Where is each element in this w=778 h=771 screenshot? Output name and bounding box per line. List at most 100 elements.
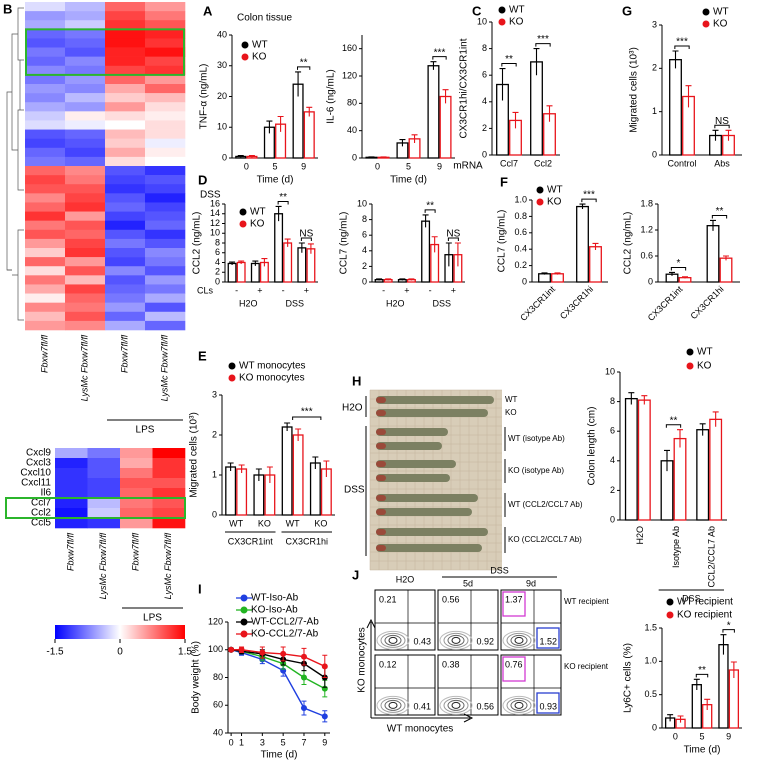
legend-marker <box>241 41 249 49</box>
error-bar <box>430 61 437 70</box>
heatmap-cell <box>65 266 106 276</box>
error-bar <box>641 395 648 405</box>
x-tick-label: 0 <box>244 161 249 171</box>
bar <box>538 273 551 283</box>
heatmap-cell <box>105 74 146 85</box>
colon-end <box>376 475 386 481</box>
colon-end <box>376 509 386 515</box>
x-tick-label: 0 <box>673 731 678 741</box>
contour <box>443 697 469 713</box>
panel-letter: I <box>198 581 202 596</box>
legend-marker <box>228 374 236 382</box>
heatmap-cell <box>152 448 186 459</box>
heatmap-cell <box>145 257 186 267</box>
y-tick-label: 1.0 <box>644 656 657 666</box>
y-tick-label: 10 <box>210 228 220 238</box>
heatmap-cell <box>87 488 121 499</box>
significance-label: NS <box>299 229 313 240</box>
heatmap-cell <box>145 248 186 258</box>
y-tick-label: 0.4 <box>514 244 527 254</box>
heatmap-cell <box>120 518 153 529</box>
significance-bracket <box>292 416 322 420</box>
heatmap-cell <box>152 508 186 519</box>
heatmap-cell <box>25 111 66 121</box>
significance-label: *** <box>537 34 549 45</box>
heatmap-cell <box>25 220 66 231</box>
colorbar <box>55 625 185 639</box>
colorbar-tick-label: 0 <box>117 647 123 658</box>
heatmap-cell <box>105 320 146 331</box>
y-tick-label: 0 <box>648 276 653 286</box>
error-bar <box>266 466 273 483</box>
heatmap-cell <box>25 147 66 158</box>
quadrant-value: 0.38 <box>442 659 460 669</box>
heatmap-cell <box>65 120 106 130</box>
y-tick-label: 0 <box>652 149 657 159</box>
legend-label: KO-CCL2/7-Ab <box>251 629 319 640</box>
heatmap-cell <box>145 302 186 313</box>
column-label: Fbxw7fl/fl <box>131 532 141 571</box>
heatmap-cell <box>120 508 153 519</box>
heatmap-cell <box>105 20 146 30</box>
error-bar <box>275 205 282 222</box>
group-label: H2O <box>239 298 258 308</box>
column-label: LysMc Fbxw7fl/fl <box>163 532 173 599</box>
contour <box>439 630 473 650</box>
row-label: Il6 <box>40 488 51 499</box>
bar <box>728 669 740 729</box>
error-bar <box>592 242 599 251</box>
legend-marker <box>239 208 247 216</box>
heatmap-cell <box>145 2 186 12</box>
y-tick-label: 0 <box>482 149 487 159</box>
heatmap-cell <box>65 56 106 67</box>
x-tick-label: 5 <box>699 731 704 741</box>
y-tick-label: 6 <box>482 70 487 80</box>
dendrogram <box>6 7 24 321</box>
heatmap-cell <box>65 175 106 185</box>
heatmap-cell <box>65 38 106 48</box>
sample-label: KO (CCL2/CCL7 Ab) <box>508 535 582 544</box>
bar <box>530 61 543 156</box>
error-bar <box>664 449 670 472</box>
heatmap-cell <box>105 275 146 285</box>
error-bar <box>554 272 561 275</box>
significance-label: ** <box>670 415 678 426</box>
sample-label: KO <box>505 408 517 417</box>
heatmap-cell <box>105 156 146 167</box>
heatmap-cell <box>55 448 88 459</box>
colorbar-tick-label: -1.5 <box>46 647 64 658</box>
heatmap-cell <box>152 518 186 529</box>
legend-label: WT <box>509 5 525 16</box>
heatmap-cell <box>145 211 186 221</box>
x-tick-label: H2O <box>635 526 645 545</box>
y-tick-label: 1 <box>212 469 217 479</box>
point <box>238 646 245 653</box>
column-label: LysMc Fbxw7fl/fl <box>79 334 89 401</box>
heatmap-cell <box>105 29 146 39</box>
heatmap-cell <box>65 147 106 158</box>
colon-end <box>376 545 386 551</box>
point <box>300 705 307 712</box>
contour <box>380 697 406 713</box>
error-bar <box>699 423 706 436</box>
point <box>321 663 328 670</box>
bar <box>297 247 307 283</box>
y-axis-label: Body weight (%) <box>191 641 202 714</box>
contour <box>443 632 469 648</box>
y-tick-label: 0 <box>212 509 217 519</box>
heatmap-cell <box>105 266 146 276</box>
heatmap-cell <box>105 202 146 212</box>
colon <box>376 396 494 404</box>
x-tick-label: 5 <box>272 161 277 171</box>
y-tick-label: 0 <box>362 276 367 286</box>
x-tick-label: 0 <box>375 161 380 171</box>
y-tick-label: 14 <box>210 208 220 218</box>
y-tick-label: 2 <box>652 63 657 73</box>
heatmap-cell <box>105 65 146 76</box>
colon <box>376 409 488 417</box>
bar <box>589 246 602 283</box>
error-bar <box>445 242 452 267</box>
quadrant-value: 0.92 <box>476 636 494 646</box>
significance-label: *** <box>583 190 595 201</box>
contour <box>376 630 410 650</box>
